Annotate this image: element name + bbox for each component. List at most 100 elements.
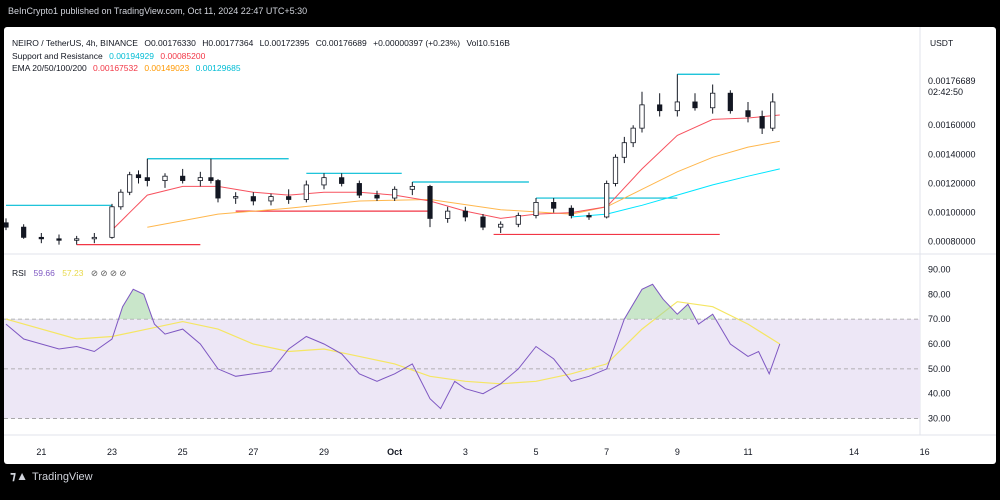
candle-down [692, 101, 698, 109]
candle-up [118, 191, 124, 208]
last-price-label: 0.00176689 [928, 76, 976, 86]
rsi-line [5, 283, 781, 410]
time-tick-label: 29 [319, 447, 329, 457]
candle-up [445, 210, 451, 219]
time-tick-label: 14 [849, 447, 859, 457]
candle-up [612, 156, 619, 184]
volume-value: Vol10.516B [466, 38, 510, 48]
candle-down [56, 238, 62, 241]
candle-down [657, 104, 663, 112]
currency-label[interactable]: USDT [930, 38, 954, 48]
ema-legend: EMA 20/50/100/200 0.00167532 0.00149023 … [12, 63, 245, 73]
time-tick-label: 21 [36, 447, 46, 457]
rsi-tick-label: 30.00 [928, 414, 951, 424]
candle-down [135, 174, 142, 179]
time-tick-label: Oct [387, 447, 402, 457]
time-tick-label: 11 [743, 447, 752, 457]
time-tick-label: 3 [463, 447, 468, 457]
brand-text: TradingView [32, 471, 93, 483]
high-value: H0.00177364 [202, 38, 254, 48]
ema-label[interactable]: EMA 20/50/100/200 [12, 63, 87, 73]
chart-canvas[interactable]: 0.00160000 0.00140000 0.00120000 0.00100000… [4, 27, 996, 464]
time-tick-label: 9 [675, 447, 680, 457]
candle-down [745, 110, 751, 117]
candle-down [208, 177, 214, 181]
publisher-bar: BeInCrypto1 published on TradingView.com… [0, 0, 1000, 26]
published-info: BeInCrypto1 published on TradingView.com… [8, 6, 308, 16]
open-value: O0.00176330 [144, 38, 196, 48]
sr-value-resistance: 0.00194929 [109, 51, 155, 61]
candle-down [427, 185, 433, 219]
candle-down [727, 92, 733, 112]
ema-value-200: 0.00129685 [195, 63, 241, 73]
rsi-value: 59.66 [33, 268, 55, 278]
symbol-label[interactable]: NEIRO / TetherUS, 4h, BINANCE [12, 38, 138, 48]
candle-up [710, 92, 716, 109]
footer-bar: ⁊▲ TradingView [0, 466, 1000, 500]
time-tick-label: 7 [604, 447, 609, 457]
candle-down [38, 236, 44, 240]
support-resistance-legend: Support and Resistance 0.00194929 0.0008… [12, 51, 209, 61]
ema200-line [571, 168, 780, 218]
candle-down [250, 196, 256, 202]
candle-down [21, 226, 27, 238]
sr-label[interactable]: Support and Resistance [12, 51, 103, 61]
candle-down [356, 183, 362, 196]
price-tick-label: 0.00080000 [928, 237, 976, 247]
ema20-line [111, 114, 780, 231]
chart-card: 0.00160000 0.00140000 0.00120000 0.00100000… [4, 27, 996, 464]
candle-up [197, 177, 203, 181]
candle-up [533, 202, 539, 216]
rsi-settings-icons[interactable]: ⊘ ⊘ ⊘ ⊘ [90, 268, 127, 278]
candle-up [770, 101, 776, 129]
time-tick-label: 16 [920, 447, 930, 457]
rsi-tick-label: 50.00 [928, 364, 951, 374]
candle-up [127, 174, 133, 193]
ema-value-20: 0.00167532 [93, 63, 138, 73]
ohlc-legend: NEIRO / TetherUS, 4h, BINANCE O0.0017633… [12, 38, 514, 48]
candle-up [74, 238, 80, 241]
price-tick-label: 0.00120000 [928, 178, 976, 188]
candle-down [551, 202, 557, 209]
candle-down [339, 177, 345, 184]
price-tick-label: 0.00160000 [928, 120, 976, 130]
rsi-label[interactable]: RSI [12, 268, 27, 278]
time-tick-label: 5 [533, 447, 538, 457]
rsi-tick-label: 40.00 [928, 389, 951, 399]
candle-up [498, 223, 504, 228]
candle-up [91, 236, 97, 240]
rsi-ma-value: 57.23 [62, 268, 84, 278]
time-tick-label: 25 [178, 447, 188, 457]
candle-up [630, 127, 636, 144]
candle-up [109, 206, 115, 238]
low-value: L0.00172395 [259, 38, 310, 48]
candle-down [4, 222, 9, 228]
change-value: +0.00000397 (+0.23%) [373, 38, 461, 48]
candle-down [286, 196, 292, 200]
candle-up [303, 184, 309, 200]
candle-up [674, 101, 680, 112]
candle-up [233, 196, 239, 199]
time-tick-label: 23 [107, 447, 117, 457]
candle-down [759, 116, 765, 129]
price-tick-label: 0.00100000 [928, 208, 976, 218]
tradingview-logo-icon: ⁊▲ [10, 469, 29, 483]
candle-down [144, 177, 150, 181]
time-tick-label: 27 [248, 447, 258, 457]
tradingview-brand[interactable]: ⁊▲ TradingView [10, 469, 93, 483]
candle-down [215, 180, 221, 199]
candle-down [374, 194, 380, 199]
candle-up [639, 104, 645, 129]
candle-up [409, 185, 415, 190]
candle-up [621, 142, 627, 158]
rsi-tick-label: 70.00 [928, 314, 951, 324]
candle-up [268, 196, 274, 202]
candle-down [480, 216, 486, 228]
candle-up [321, 177, 327, 186]
price-tick-label: 0.00140000 [928, 149, 976, 159]
rsi-tick-label: 60.00 [928, 339, 951, 349]
rsi-legend: RSI 59.66 57.23 ⊘ ⊘ ⊘ ⊘ [12, 268, 131, 279]
close-value: C0.00176689 [315, 38, 367, 48]
candle-down [462, 210, 468, 218]
